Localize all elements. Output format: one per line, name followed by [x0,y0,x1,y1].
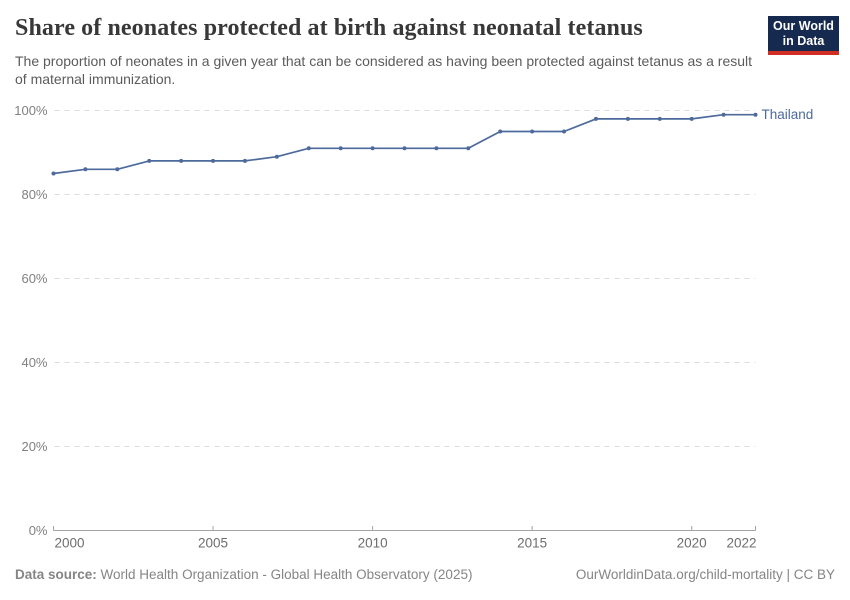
x-tick-label: 2005 [198,536,228,551]
data-source-note: Data source: World Health Organization -… [15,567,472,582]
owid-logo[interactable]: Our World in Data [768,16,839,55]
y-tick-label: 60% [21,271,47,286]
chart-header: Share of neonates protected at birth aga… [15,14,839,89]
data-point[interactable] [211,158,216,163]
x-tick-label: 2000 [55,536,85,551]
y-tick-label: 40% [21,355,47,370]
data-point[interactable] [179,158,184,163]
data-point[interactable] [530,129,535,134]
data-point[interactable] [147,158,152,163]
data-source-text: World Health Organization - Global Healt… [96,567,473,582]
data-point[interactable] [370,146,375,151]
data-point[interactable] [498,129,503,134]
data-point[interactable] [689,116,694,121]
y-tick-label: 0% [29,523,48,538]
data-point[interactable] [115,167,120,172]
chart-footer: Data source: World Health Organization -… [15,567,835,582]
data-point[interactable] [753,112,758,117]
series-end-label[interactable]: Thailand [762,107,814,122]
page-title: Share of neonates protected at birth aga… [15,15,643,41]
data-point[interactable] [83,167,88,172]
x-tick-label: 2010 [358,536,388,551]
data-source-label: Data source: [15,567,97,582]
owid-logo-line2: in Data [782,34,825,48]
data-point[interactable] [402,146,407,151]
data-point[interactable] [657,116,662,121]
data-point[interactable] [434,146,439,151]
data-point[interactable] [338,146,343,151]
data-point[interactable] [274,154,279,159]
chart-subtitle: The proportion of neonates in a given ye… [15,52,753,88]
owid-logo-line1: Our World [773,19,834,33]
data-point[interactable] [562,129,567,134]
data-point[interactable] [242,158,247,163]
x-tick-label: 2022 [726,536,756,551]
data-point[interactable] [51,171,56,176]
data-point[interactable] [466,146,471,151]
y-tick-label: 20% [21,439,47,454]
y-tick-label: 100% [14,103,48,118]
x-tick-label: 2020 [677,536,707,551]
data-point[interactable] [721,112,726,117]
data-point[interactable] [306,146,311,151]
y-tick-label: 80% [21,187,47,202]
series-line[interactable] [53,113,756,175]
license-note[interactable]: OurWorldinData.org/child-mortality | CC … [575,567,835,582]
x-tick-label: 2015 [517,536,547,551]
data-point[interactable] [593,116,598,121]
data-point[interactable] [625,116,630,121]
